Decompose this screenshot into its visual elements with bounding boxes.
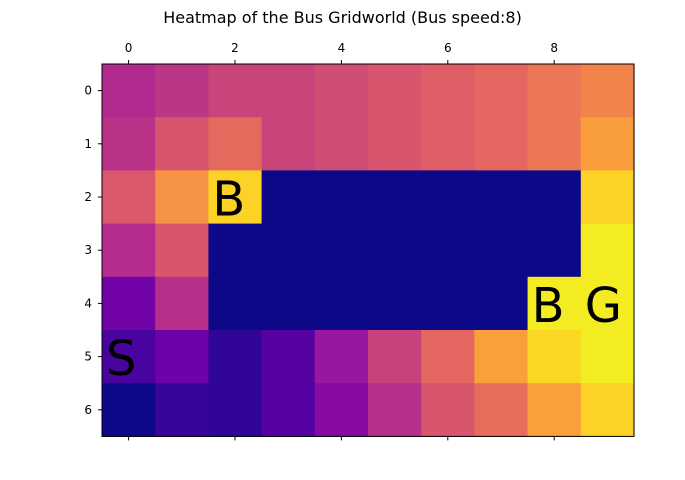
heatmap-cell-r2-c5 [368,170,422,225]
heatmap-cell-r0-c2 [208,64,263,118]
y-tick-label-4: 4 [84,296,92,310]
heatmap-cell-r4-c7 [474,276,529,331]
heatmap-cell-r1-c3 [261,117,316,171]
x-axis-ticks: 0 2 4 6 8 [125,41,558,441]
y-tick-label-1: 1 [84,137,92,151]
heatmap-cell-r1-c5 [368,117,422,171]
heatmap-cell-r6-c0 [102,383,156,437]
heatmap-cell-r1-c7 [474,117,529,171]
heatmap-cell-r4-c5 [368,276,422,331]
heatmap-cell-r1-c1 [155,117,209,171]
heatmap-cell-r6-c7 [474,383,529,437]
heatmap-cell-r0-c1 [155,64,209,118]
y-tick-label-2: 2 [84,190,92,204]
heatmap-cell-r5-c4 [314,330,369,384]
heatmap-cell-r2-c8 [527,170,582,225]
heatmap-cell-r2-c7 [474,170,529,225]
x-tick-label-6: 6 [444,41,452,55]
heatmap-cell-r3-c7 [474,223,529,278]
heatmap-cell-r4-c0 [102,276,156,331]
heatmap-cell-r2-c4 [314,170,369,225]
heatmap-cell-r6-c5 [368,383,422,437]
heatmap-cell-r5-c5 [368,330,422,384]
heatmap-cell-r5-c7 [474,330,529,384]
heatmap-cell-r3-c2 [208,223,263,278]
heatmap-cell-r0-c8 [527,64,582,118]
heatmap-cell-r0-c6 [421,64,475,118]
cell-annotation-b-1: B [532,278,565,334]
heatmap-cell-r4-c1 [155,276,209,331]
heatmap-cell-r3-c0 [102,223,156,278]
heatmap-cell-r1-c2 [208,117,263,171]
heatmap-cell-r1-c4 [314,117,369,171]
x-tick-label-8: 8 [550,41,558,55]
heatmap-cell-r2-c2 [208,170,263,225]
heatmap-cell-r4-c2 [208,276,263,331]
heatmap-cell-r3-c4 [314,223,369,278]
heatmap-cell-r0-c7 [474,64,529,118]
heatmap-cells [102,64,635,437]
heatmap-cell-r3-c3 [261,223,316,278]
heatmap-cell-r2-c9 [580,170,635,225]
x-tick-label-2: 2 [231,41,239,55]
heatmap-cell-r1-c0 [102,117,156,171]
heatmap-cell-r3-c8 [527,223,582,278]
heatmap-cell-r2-c6 [421,170,475,225]
heatmap-cell-r3-c1 [155,223,209,278]
heatmap-cell-r5-c8 [527,330,582,384]
heatmap-cell-r6-c4 [314,383,369,437]
cell-annotation-s-3: S [106,331,136,387]
heatmap-cell-r2-c3 [261,170,316,225]
chart-title: Heatmap of the Bus Gridworld (Bus speed:… [163,8,522,27]
cell-annotations: BB GS [106,172,622,388]
heatmap-cell-r0-c0 [102,64,156,118]
y-axis-ticks: 0 1 2 3 4 5 6 [84,84,102,417]
y-tick-label-5: 5 [84,350,92,364]
heatmap-cell-r4-c6 [421,276,475,331]
heatmap-cell-r4-c4 [314,276,369,331]
heatmap-cell-r2-c0 [102,170,156,225]
heatmap-cell-r3-c9 [580,223,635,278]
heatmap-cell-r6-c8 [527,383,582,437]
heatmap-cell-r1-c8 [527,117,582,171]
heatmap-cell-r5-c6 [421,330,475,384]
heatmap-cell-r5-c0 [102,330,156,384]
heatmap-cell-r0-c4 [314,64,369,118]
heatmap-cell-r3-c5 [368,223,422,278]
heatmap-cell-r0-c5 [368,64,422,118]
y-tick-label-6: 6 [84,403,92,417]
heatmap-cell-r5-c2 [208,330,263,384]
heatmap-cell-r6-c2 [208,383,263,437]
heatmap-cell-r6-c3 [261,383,316,437]
y-tick-label-0: 0 [84,84,92,98]
heatmap-cell-r5-c9 [580,330,635,384]
heatmap-cell-r5-c1 [155,330,209,384]
heatmap-cell-r0-c3 [261,64,316,118]
cell-annotation-b-0: B [212,172,245,228]
y-tick-label-3: 3 [84,243,92,257]
heatmap-cell-r2-c1 [155,170,209,225]
heatmap-cell-r4-c9 [580,276,635,331]
heatmap-cell-r3-c6 [421,223,475,278]
heatmap-cell-r0-c9 [580,64,635,118]
cell-annotation-g-2: G [585,278,622,334]
x-tick-label-0: 0 [125,41,133,55]
x-tick-label-4: 4 [338,41,346,55]
heatmap-cell-r4-c3 [261,276,316,331]
heatmap-cell-r5-c3 [261,330,316,384]
heatmap-cell-r1-c9 [580,117,635,171]
heatmap-cell-r4-c8 [527,276,582,331]
heatmap-cell-r6-c6 [421,383,475,437]
heatmap-cell-r1-c6 [421,117,475,171]
heatmap-cell-r6-c9 [580,383,635,437]
heatmap-cell-r6-c1 [155,383,209,437]
